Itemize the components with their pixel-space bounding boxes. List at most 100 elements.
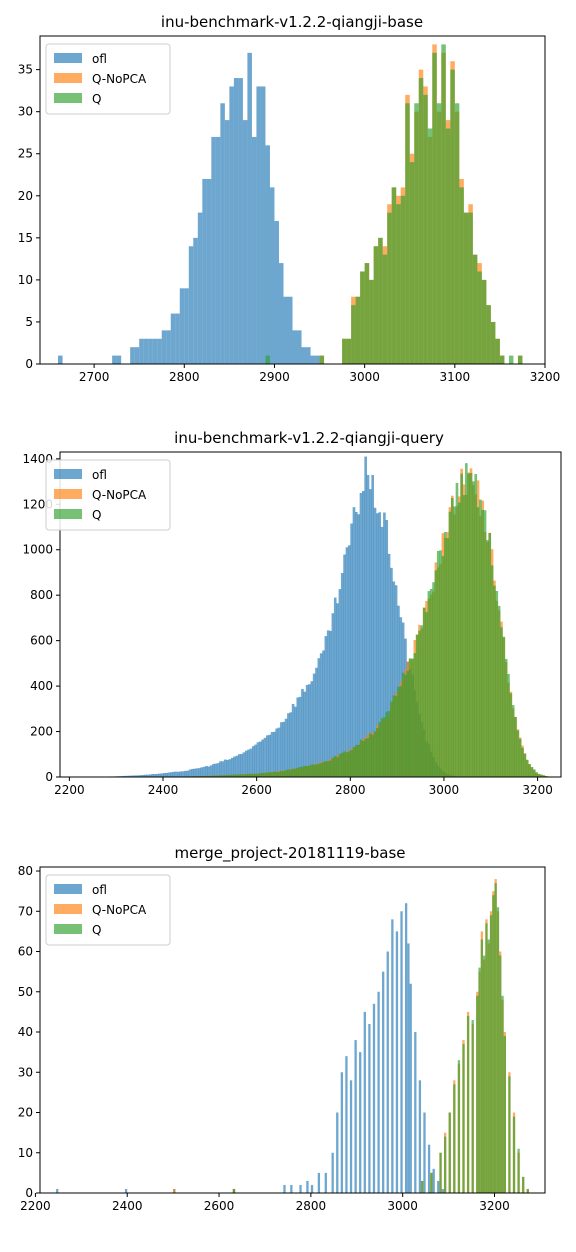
histogram-bar [56,1188,59,1193]
histogram-bar [400,195,406,364]
histogram-bar [457,1060,461,1193]
histogram-bar [158,773,161,777]
histogram-bar [301,688,304,777]
plot-area: 2700 2800 2900 3000 3100 3200 0 5 10 15 20 25 30 35 of… [18,35,560,384]
x-tick-label: 2400 [148,783,179,797]
legend-label: ofl [92,883,107,897]
histogram-bar [247,774,250,777]
histogram-bar [378,722,382,777]
histogram-bar [537,773,541,777]
histogram-bar [425,612,428,777]
histogram-bar [206,178,212,364]
histogram-bar [397,686,400,777]
histogram-bar [508,355,514,364]
histogram-bar [315,355,320,364]
histogram-bar [310,1184,314,1193]
histogram-bar [357,514,360,777]
histogram-bar [333,597,337,777]
histogram-bar [427,591,431,777]
y-tick-label: 400 [30,679,53,693]
plot-area: 2200 2400 2600 2800 3000 3200 0 10 20 30 40 50 60 70 8… [18,864,546,1213]
panel-qiangji-query: inu-benchmark-v1.2.2-qiangji-query 2200 2… [22,429,562,797]
histogram-bar [441,556,445,777]
histogram-bar [202,178,207,364]
histogram-bar [359,492,363,777]
histogram-bar [373,246,379,364]
histogram-bar [483,955,486,1193]
histogram-bar [392,695,396,777]
histogram-bar [349,1080,353,1193]
x-tick-label: 2800 [335,783,366,797]
histogram-bar [377,991,380,1193]
histogram-bar [116,355,122,364]
histogram-bar [211,136,216,364]
histogram-bar [151,774,154,777]
histogram-bar [310,355,316,364]
histogram-bar [161,330,167,364]
histogram-bar [423,94,428,364]
histogram-bar [503,1036,506,1193]
histogram-bar [343,554,346,777]
histogram-bar [414,1032,417,1193]
histogram-bar [312,673,316,777]
histogram-bar [369,733,372,777]
histogram-bar [134,775,138,777]
histogram-bar [404,674,407,777]
histogram-bar [186,770,190,777]
x-tick-label: 2700 [79,370,110,384]
histogram-bar [345,1056,348,1193]
histogram-bar [289,769,293,777]
histogram-bar [277,771,281,777]
histogram-bar [244,750,248,777]
histogram-bar [263,737,267,777]
legend-label: Q [92,923,101,937]
histogram-bar [270,732,274,777]
histogram-bar [287,769,290,777]
histogram-bar [269,187,275,364]
histogram-bar [404,903,408,1193]
y-tick-label: 50 [18,985,33,999]
histogram-bar [249,773,253,777]
histogram-bar [139,775,143,777]
histogram-bar [432,52,437,364]
histogram-bar [319,355,325,364]
histogram-bar [188,246,194,364]
histogram-bar [317,658,321,777]
histogram-bar [383,717,386,777]
histogram-bar [373,731,377,777]
histogram-bar [230,774,234,777]
histogram-bar [294,706,297,777]
histogram-bar [242,774,246,777]
histogram-bar [521,747,524,777]
histogram-bar [450,69,455,365]
histogram-bar [441,44,446,365]
histogram-bar [212,763,215,777]
histogram-bar [494,883,497,1193]
histogram-bar [386,951,389,1193]
histogram-bar [369,489,372,777]
legend-swatch [54,93,82,103]
histogram-bar [258,741,262,777]
histogram-bar [342,338,347,364]
legend-swatch [54,904,82,914]
series-ofl [58,52,320,365]
histogram-bar [212,775,215,777]
y-tick-label: 20 [18,189,33,203]
histogram-bar [450,497,454,777]
histogram-bar [298,766,302,777]
y-tick-label: 1200 [22,497,53,511]
histogram-bar [305,684,309,777]
plot-frame [39,35,546,365]
histogram-bar [226,774,229,777]
histogram-bar [181,771,185,777]
histogram-bar [163,773,166,777]
histogram-bar [170,313,176,364]
series-q [232,883,529,1193]
histogram-bar [340,1072,343,1193]
histogram-bar [409,983,412,1193]
histogram-bar [223,775,227,777]
histogram-bar [350,523,353,777]
histogram-bar [360,271,365,364]
histogram-bar [517,355,523,364]
x-tick-label: 2800 [296,1199,327,1213]
